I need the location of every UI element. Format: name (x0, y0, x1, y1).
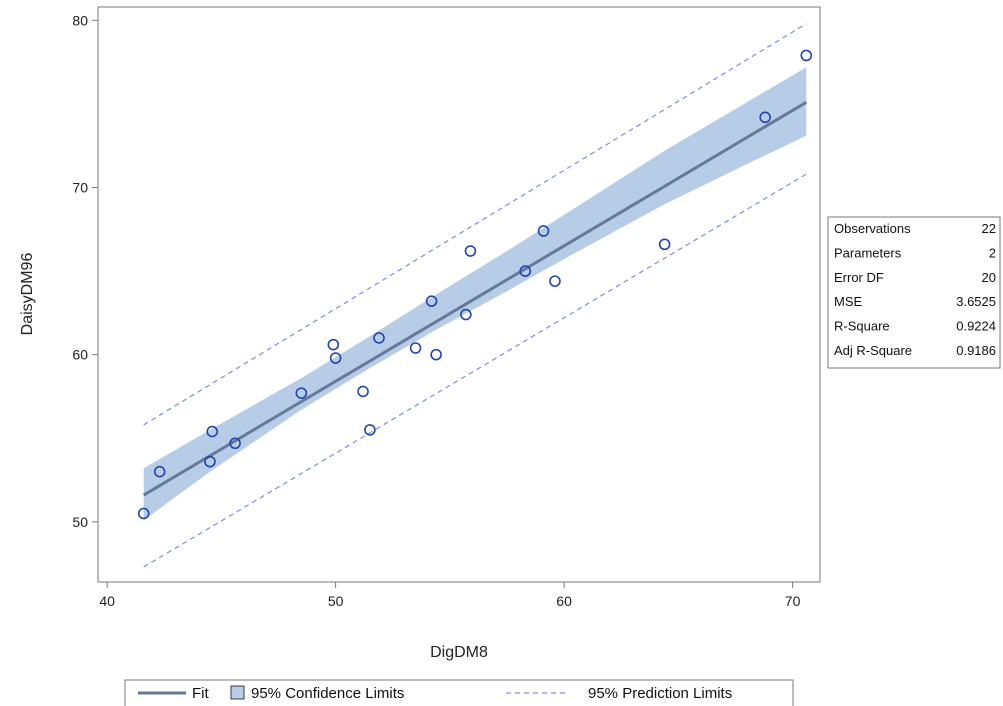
data-point (229, 437, 241, 450)
data-point (519, 265, 532, 277)
plot-area (137, 23, 813, 568)
stats-row-value: 3.6525 (956, 294, 996, 309)
data-point (759, 111, 771, 124)
data-point (425, 295, 438, 307)
data-point (549, 275, 561, 287)
data-point (364, 424, 376, 436)
stats-row-value: 0.9224 (956, 319, 996, 334)
data-point (137, 507, 150, 520)
plot-frame (97, 6, 821, 583)
data-point (153, 465, 166, 478)
x-tick-label: 70 (785, 593, 801, 609)
stats-row-label: R-Square (834, 319, 890, 334)
x-tick-label: 60 (556, 593, 572, 609)
y-tick-label: 70 (72, 180, 88, 196)
y-tick-label: 80 (72, 12, 88, 28)
data-point (464, 245, 477, 257)
fit-statistics-table: Observations 22 Parameters 2 Error DF 20 MSE 3.… (827, 216, 1001, 369)
lower-prediction-limit (143, 173, 807, 568)
data-point (409, 342, 422, 354)
legend-confidence-label: 95% Confidence Limits (251, 685, 404, 702)
data-point (658, 238, 671, 251)
data-point (204, 455, 216, 468)
axes: 40 50 60 70 50 60 70 80 (72, 12, 800, 609)
stats-row-label: Observations (834, 221, 911, 236)
stats-row-label: MSE (834, 294, 863, 309)
data-point (460, 308, 472, 321)
confidence-band (143, 67, 807, 521)
legend-fit-label: Fit (192, 685, 209, 702)
stats-row-label: Error DF (834, 270, 884, 285)
stats-row-value: 2 (989, 245, 996, 260)
data-point (206, 425, 219, 438)
upper-prediction-limit (143, 23, 807, 426)
data-point (357, 385, 369, 398)
data-point (537, 225, 550, 237)
legend: Fit 95% Confidence Limits 95% Prediction… (124, 679, 794, 706)
data-point (373, 332, 385, 344)
y-axis-title: DaisyDM96 (19, 253, 36, 336)
data-point (329, 352, 342, 364)
fit-line (142, 100, 808, 497)
stats-row-value: 20 (982, 270, 996, 285)
x-tick-label: 50 (328, 593, 344, 609)
x-tick-label: 40 (99, 593, 115, 609)
data-point (327, 338, 340, 351)
stats-row-label: Adj R-Square (834, 343, 912, 358)
data-point (430, 348, 442, 361)
stats-row-label: Parameters (834, 245, 902, 260)
data-point (800, 49, 813, 62)
legend-prediction-label: 95% Prediction Limits (588, 685, 732, 702)
stats-table-border (827, 216, 1001, 369)
y-tick-label: 50 (72, 514, 88, 530)
data-point (295, 387, 308, 399)
stats-row-value: 0.9186 (956, 343, 996, 358)
x-axis-title: DigDM8 (430, 644, 488, 661)
legend-confidence-swatch (230, 685, 245, 700)
stats-row-value: 22 (982, 221, 996, 236)
y-tick-label: 60 (72, 347, 88, 363)
